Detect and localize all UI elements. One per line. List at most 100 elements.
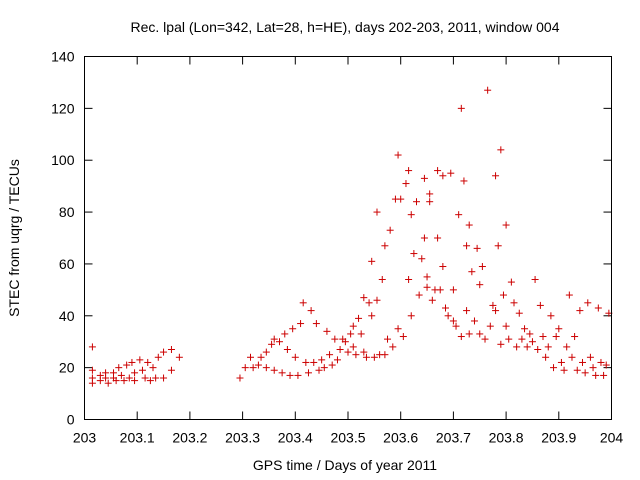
data-point xyxy=(389,343,397,351)
data-point xyxy=(125,374,133,382)
data-point xyxy=(141,374,149,382)
y-tick-label: 80 xyxy=(59,204,75,220)
data-point xyxy=(289,325,297,333)
data-point xyxy=(275,338,283,346)
data-point xyxy=(420,174,428,182)
data-point xyxy=(270,366,278,374)
data-point xyxy=(331,335,339,343)
y-tick-label: 60 xyxy=(59,256,75,272)
data-point xyxy=(138,366,146,374)
data-point xyxy=(175,353,183,361)
data-point xyxy=(167,366,175,374)
data-point xyxy=(344,348,352,356)
y-tick-label: 120 xyxy=(51,100,75,116)
y-tick-label: 40 xyxy=(59,308,75,324)
data-point xyxy=(102,374,110,382)
data-point xyxy=(318,356,326,364)
data-point xyxy=(355,314,363,322)
data-point xyxy=(592,371,600,379)
x-tick-label: 203.6 xyxy=(383,430,418,446)
x-tick-label: 203.4 xyxy=(278,430,313,446)
data-point xyxy=(447,169,455,177)
data-point xyxy=(381,351,389,359)
data-point xyxy=(365,299,373,307)
data-point xyxy=(405,275,413,283)
data-point xyxy=(502,221,510,229)
data-point xyxy=(492,307,500,315)
x-axis: 203 203.1 203.2 203.3 203.4 203.5 203.6 203.7 20… xyxy=(73,56,623,446)
data-point xyxy=(492,172,500,180)
data-point xyxy=(584,299,592,307)
data-point xyxy=(568,353,576,361)
data-point xyxy=(444,312,452,320)
data-point xyxy=(531,275,539,283)
data-point xyxy=(384,335,392,343)
data-point xyxy=(328,361,336,369)
data-point xyxy=(510,299,518,307)
data-point xyxy=(418,255,426,263)
x-tick-label: 203.2 xyxy=(172,430,207,446)
data-point xyxy=(497,146,505,154)
data-point xyxy=(254,361,262,369)
y-axis: 0 20 40 60 80 100 120 140 xyxy=(51,49,612,428)
data-point xyxy=(410,250,418,258)
data-point xyxy=(283,345,291,353)
data-point xyxy=(468,268,476,276)
data-point xyxy=(565,291,573,299)
x-tick-label: 203.5 xyxy=(330,430,365,446)
data-point xyxy=(373,296,381,304)
data-point xyxy=(88,343,96,351)
data-point xyxy=(536,301,544,309)
data-point xyxy=(576,307,584,315)
data-point xyxy=(415,291,423,299)
data-point xyxy=(602,361,610,369)
data-point xyxy=(131,369,139,377)
data-point xyxy=(120,377,128,385)
data-point xyxy=(560,366,568,374)
data-point xyxy=(539,333,547,341)
data-point xyxy=(112,377,120,385)
data-point xyxy=(297,320,305,328)
data-point xyxy=(586,353,594,361)
data-point xyxy=(362,353,370,361)
data-point xyxy=(262,348,270,356)
data-point xyxy=(160,348,168,356)
x-tick-label: 203.3 xyxy=(225,430,260,446)
data-point xyxy=(478,263,486,271)
data-point xyxy=(434,167,442,175)
data-point xyxy=(489,301,497,309)
data-point xyxy=(291,353,299,361)
data-point xyxy=(552,333,560,341)
data-point xyxy=(270,335,278,343)
data-point xyxy=(320,364,328,372)
data-point xyxy=(104,379,112,387)
data-point xyxy=(144,358,152,366)
data-point xyxy=(394,325,402,333)
data-point xyxy=(502,322,510,330)
data-point xyxy=(518,335,526,343)
data-point xyxy=(484,86,492,94)
data-point xyxy=(326,351,334,359)
data-point xyxy=(131,377,139,385)
data-point xyxy=(310,358,318,366)
data-point xyxy=(544,343,552,351)
data-point xyxy=(281,330,289,338)
data-point xyxy=(457,104,465,112)
x-tick-label: 203.7 xyxy=(436,430,471,446)
data-point xyxy=(460,177,468,185)
data-point xyxy=(528,338,536,346)
data-point xyxy=(123,361,131,369)
data-point xyxy=(426,190,434,198)
data-point xyxy=(571,333,579,341)
data-point xyxy=(257,353,265,361)
data-point xyxy=(360,348,368,356)
data-point xyxy=(594,304,602,312)
data-point xyxy=(154,353,162,361)
data-point xyxy=(542,353,550,361)
x-tick-label: 203.8 xyxy=(489,430,524,446)
data-point xyxy=(476,281,484,289)
data-point xyxy=(457,333,465,341)
y-tick-label: 20 xyxy=(59,360,75,376)
data-point xyxy=(486,322,494,330)
data-point xyxy=(452,322,460,330)
